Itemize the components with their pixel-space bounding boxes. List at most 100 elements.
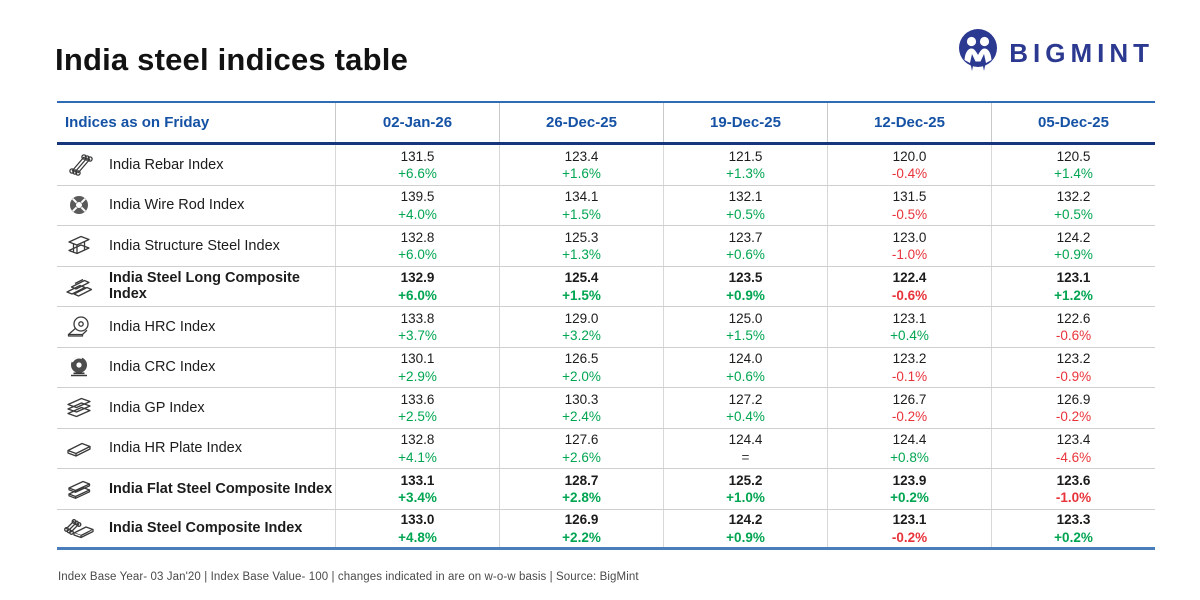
index-value-cell: 123.1 -0.2% <box>827 509 991 547</box>
index-value: 123.9 <box>892 472 927 488</box>
index-value: 125.4 <box>564 270 599 286</box>
wow-change: -0.2% <box>891 409 928 425</box>
index-value: 124.2 <box>728 512 763 528</box>
header-date-12-Dec-25: 12-Dec-25 <box>827 103 991 142</box>
index-value-cell: 120.5 +1.4% <box>991 145 1155 185</box>
flat-bar-stack-icon <box>62 476 96 502</box>
table-row: India Wire Rod Index 139.5 +4.0% 134.1 +1.5… <box>57 185 1155 226</box>
index-value-cell: 139.5 +4.0% <box>335 185 499 225</box>
wire-rod-coil-icon <box>62 192 96 218</box>
wow-change: +2.5% <box>398 409 437 425</box>
index-value-cell: 123.9 +0.2% <box>827 469 991 509</box>
index-name: India Structure Steel Index <box>109 237 280 254</box>
index-value-cell: 126.9 -0.2% <box>991 388 1155 428</box>
table-row: India Steel Composite Index 133.0 +4.8% 12… <box>57 509 1155 550</box>
index-value: 123.1 <box>1056 270 1091 286</box>
wow-change: -4.6% <box>1055 449 1092 465</box>
index-value: 132.1 <box>728 189 763 205</box>
wow-change: +0.6% <box>726 247 765 263</box>
index-value: 125.2 <box>728 472 763 488</box>
index-value-cell: 124.4 +0.8% <box>827 428 991 468</box>
wow-change: +1.5% <box>562 206 601 222</box>
index-value: 129.0 <box>564 310 599 326</box>
table-row: India HRC Index 133.8 +3.7% 129.0 +3.2% 125.… <box>57 307 1155 348</box>
index-value: 132.9 <box>400 270 435 286</box>
index-value-cell: 126.5 +2.0% <box>499 347 663 387</box>
index-value: 132.2 <box>1056 189 1091 205</box>
header-date-02-Jan-26: 02-Jan-26 <box>335 103 499 142</box>
index-value-cell: 126.9 +2.2% <box>499 509 663 547</box>
index-value-cell: 123.2 -0.1% <box>827 347 991 387</box>
wow-change: -0.6% <box>891 287 928 303</box>
wow-change: +1.5% <box>726 328 765 344</box>
table-row: India Flat Steel Composite Index 133.1 +3… <box>57 469 1155 510</box>
wow-change: +1.0% <box>726 490 765 506</box>
wow-change: -0.2% <box>1055 409 1092 425</box>
index-value: 133.6 <box>400 391 435 407</box>
index-value: 133.1 <box>400 472 435 488</box>
header-date-05-Dec-25: 05-Dec-25 <box>991 103 1155 142</box>
index-value-cell: 130.3 +2.4% <box>499 388 663 428</box>
index-label-cell: India CRC Index <box>57 348 335 388</box>
index-value: 134.1 <box>564 189 599 205</box>
index-value: 126.7 <box>892 391 927 407</box>
index-value: 123.0 <box>892 229 927 245</box>
wow-change: +0.4% <box>890 328 929 344</box>
index-name: India GP Index <box>109 399 205 416</box>
index-name: India CRC Index <box>109 359 216 376</box>
index-value: 127.6 <box>564 432 599 448</box>
index-label-cell: India Steel Long Composite Index <box>57 267 335 307</box>
wow-change: +2.9% <box>398 368 437 384</box>
index-value: 124.4 <box>728 432 763 448</box>
index-value-cell: 125.3 +1.3% <box>499 226 663 266</box>
header-indices-as-on-friday: Indices as on Friday <box>65 114 210 131</box>
index-value: 125.0 <box>728 310 763 326</box>
index-value: 132.8 <box>400 432 435 448</box>
index-name: India Wire Rod Index <box>109 197 245 214</box>
wow-change: +2.0% <box>562 368 601 384</box>
index-value: 123.2 <box>892 351 927 367</box>
wow-change: +6.0% <box>398 287 437 303</box>
index-value-cell: 120.0 -0.4% <box>827 145 991 185</box>
index-value: 123.2 <box>1056 351 1091 367</box>
steel-plate-icon <box>62 435 96 461</box>
index-label-cell: India HRC Index <box>57 307 335 347</box>
wow-change: +6.6% <box>398 166 437 182</box>
wow-change: +0.8% <box>890 449 929 465</box>
index-value: 123.4 <box>564 148 599 164</box>
wow-change: +1.2% <box>1054 287 1093 303</box>
index-value-cell: 123.1 +0.4% <box>827 307 991 347</box>
index-name: India Steel Composite Index <box>109 520 303 537</box>
index-value: 126.9 <box>564 512 599 528</box>
index-label-cell: India GP Index <box>57 388 335 428</box>
header-date-19-Dec-25: 19-Dec-25 <box>663 103 827 142</box>
wow-change: +1.3% <box>726 166 765 182</box>
index-value-cell: 133.1 +3.4% <box>335 469 499 509</box>
index-value-cell: 131.5 +6.6% <box>335 145 499 185</box>
index-name: India Steel Long Composite Index <box>109 270 300 303</box>
index-value: 124.2 <box>1056 229 1091 245</box>
index-value: 123.1 <box>892 310 927 326</box>
table-body: India Rebar Index 131.5 +6.6% 123.4 +1.6% 12… <box>57 145 1155 550</box>
wow-change: +0.9% <box>1054 247 1093 263</box>
index-value: 132.8 <box>400 229 435 245</box>
table-row: India Structure Steel Index 132.8 +6.0% 12… <box>57 226 1155 267</box>
wow-change: = <box>741 449 750 465</box>
header-date-26-Dec-25: 26-Dec-25 <box>499 103 663 142</box>
index-value: 131.5 <box>892 189 927 205</box>
wow-change: +2.8% <box>562 490 601 506</box>
index-value: 131.5 <box>400 148 435 164</box>
rods-and-plate-icon <box>62 515 96 541</box>
index-value: 130.1 <box>400 351 435 367</box>
index-value-cell: 124.0 +0.6% <box>663 347 827 387</box>
wow-change: -1.0% <box>1055 490 1092 506</box>
index-value-cell: 125.0 +1.5% <box>663 307 827 347</box>
wow-change: +3.7% <box>398 328 437 344</box>
index-value-cell: 129.0 +3.2% <box>499 307 663 347</box>
index-value: 127.2 <box>728 391 763 407</box>
table-header-row: Indices as on Friday 02-Jan-26 26-Dec-25 1… <box>57 101 1155 145</box>
index-value-cell: 124.2 +0.9% <box>663 509 827 547</box>
table-row: India Steel Long Composite Index 132.9 +6… <box>57 266 1155 307</box>
index-value: 120.5 <box>1056 148 1091 164</box>
